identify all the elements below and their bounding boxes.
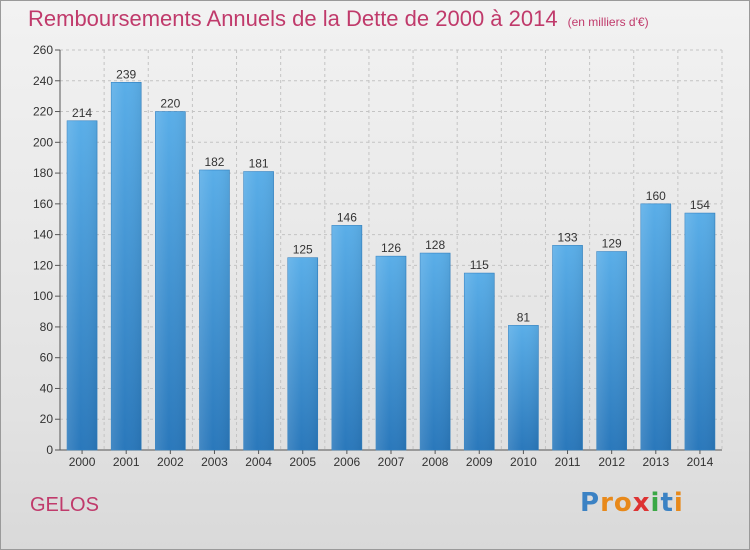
bar-shine <box>375 256 407 450</box>
y-tick-label: 120 <box>33 258 53 272</box>
data-label: 220 <box>160 97 180 111</box>
chart-subtitle: (en milliers d'€) <box>567 15 649 29</box>
y-tick-label: 260 <box>33 43 53 57</box>
bar-shine <box>640 203 671 450</box>
x-tick-label: 2002 <box>157 455 184 469</box>
x-tick-label: 2007 <box>378 455 405 469</box>
y-tick-label: 240 <box>33 74 53 88</box>
y-tick-label: 40 <box>40 381 54 395</box>
commune-name: GELOS <box>30 494 99 516</box>
y-tick-label: 80 <box>40 320 54 334</box>
bar-layer <box>66 82 716 451</box>
x-tick-label: 2008 <box>422 455 449 469</box>
bar-shine <box>155 111 186 451</box>
x-tick-label: 2009 <box>466 455 493 469</box>
y-tick-label: 60 <box>40 351 54 365</box>
data-label: 115 <box>470 258 489 272</box>
x-tick-label: 2001 <box>113 455 140 469</box>
x-tick-label: 2005 <box>289 455 316 469</box>
data-label: 125 <box>293 243 313 257</box>
data-label: 214 <box>72 106 92 120</box>
bar-shine <box>287 257 318 450</box>
bar-shine <box>508 325 539 450</box>
y-tick-label: 100 <box>33 289 53 303</box>
data-label: 126 <box>381 241 401 255</box>
bar-shine <box>596 251 627 450</box>
title-row: Remboursements Annuels de la Dette de 20… <box>28 6 649 32</box>
logo-letter: t <box>660 488 674 518</box>
data-label: 128 <box>425 238 445 252</box>
data-label: 133 <box>558 230 578 244</box>
data-label: 129 <box>602 237 622 251</box>
x-tick-label: 2011 <box>555 455 581 469</box>
bar-shine <box>464 273 495 450</box>
bar-shine <box>67 120 98 451</box>
data-label: 146 <box>337 210 357 224</box>
data-label: 181 <box>249 157 269 171</box>
y-tick-label: 160 <box>33 197 53 211</box>
y-tick-label: 200 <box>33 135 53 149</box>
label-layer: 214 239 220 182 181 125 146 126 128 115 81 133 129 16… <box>72 67 710 324</box>
y-tick-label: 180 <box>33 166 53 180</box>
y-tick-label: 140 <box>33 228 53 242</box>
chart-title: Remboursements Annuels de la Dette de 20… <box>28 6 558 31</box>
data-label: 160 <box>646 189 666 203</box>
logo-letter: x <box>632 488 651 518</box>
logo-letter: r <box>600 488 614 518</box>
axis-layer: 0 20 40 60 80 100 120 140 160 180 200 220 240 260 2000… <box>33 43 722 469</box>
bar-shine <box>111 82 142 451</box>
data-label: 81 <box>517 310 531 324</box>
logo-letter: i <box>650 488 661 518</box>
y-tick-label: 20 <box>40 412 54 426</box>
logo-letter: o <box>613 488 633 518</box>
bar-shine <box>243 171 274 451</box>
data-label: 239 <box>116 67 136 81</box>
proxiti-logo[interactable]: Proxiti <box>580 488 684 518</box>
x-tick-label: 2000 <box>69 455 96 469</box>
bar-shine <box>552 245 583 450</box>
x-tick-label: 2014 <box>687 455 714 469</box>
x-tick-label: 2004 <box>245 455 272 469</box>
x-tick-label: 2013 <box>642 455 669 469</box>
y-tick-label: 0 <box>46 443 53 457</box>
x-tick-label: 2010 <box>510 455 537 469</box>
bar-shine <box>199 170 230 450</box>
logo-letter: i <box>673 488 684 518</box>
bar-shine <box>420 253 451 450</box>
x-tick-label: 2003 <box>201 455 228 469</box>
data-label: 154 <box>690 198 710 212</box>
y-tick-label: 220 <box>33 105 53 119</box>
x-tick-label: 2006 <box>334 455 361 469</box>
bar-shine <box>331 225 362 450</box>
bar-shine <box>684 213 715 450</box>
logo-letter: P <box>580 488 601 518</box>
x-tick-label: 2012 <box>598 455 625 469</box>
data-label: 182 <box>204 155 224 169</box>
